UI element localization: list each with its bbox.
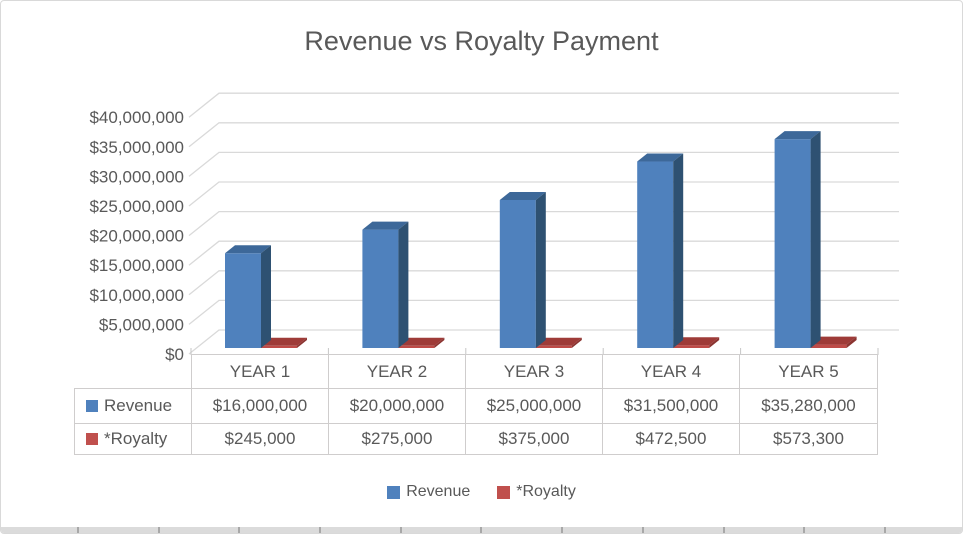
bar-top-face [398,337,445,346]
bar-side-face [673,153,684,348]
y-axis-label: $30,000,000 [89,167,184,186]
chart-data-table: YEAR 1 YEAR 2 YEAR 3 YEAR 4 YEAR 5 Revenue $16… [74,354,878,455]
bar-side-face [434,337,445,348]
bar-side-face [398,221,409,348]
series-key-icon [86,433,98,445]
bar-front-face [225,253,261,348]
y-axis-label: $5,000,000 [99,315,184,334]
gridline [188,122,899,148]
bar-front-face [673,345,710,348]
y-axis-label: $35,000,000 [89,138,184,157]
column-gridline-tick [319,527,321,533]
value-cell-royalty-year-4: $472,500 [602,423,740,455]
value-cell-revenue-year-2: $20,000,000 [328,388,466,424]
value-cell-royalty-year-2: $275,000 [328,423,466,455]
bar-side-face [846,336,857,348]
value-cell-revenue-year-4: $31,500,000 [602,388,740,424]
column-gridline-tick [723,527,725,533]
y-axis-label: $10,000,000 [89,286,184,305]
chart-legend[interactable]: Revenue *Royalty [1,483,962,501]
category-header-5: YEAR 5 [739,354,878,389]
y-axis-label: $20,000,000 [89,227,184,246]
value-cell-revenue-year-3: $25,000,000 [465,388,603,424]
series-name: Revenue [104,396,173,415]
legend-item[interactable]: Revenue [387,483,470,501]
category-header-3: YEAR 3 [465,354,603,389]
bar-top-face [225,245,271,254]
bar-top-face [499,192,546,200]
bar-front-face [810,344,847,348]
bar-front-face [637,161,674,348]
y-axis-label: $15,000,000 [89,256,184,275]
bar-top-face [362,221,409,230]
table-corner-cell [74,354,192,389]
bar-top-face [637,153,684,162]
bar-royalty-4[interactable] [673,337,720,348]
series-label-cell: Revenue [74,388,192,424]
column-gridline-tick [561,527,563,533]
series-name: *Royalty [104,429,168,448]
chart-title[interactable]: Revenue vs Royalty Payment [304,26,659,56]
bar-front-face [398,345,435,348]
bar-revenue-3[interactable] [499,192,546,348]
legend-label: Revenue [406,483,471,500]
y-axis-label: $40,000,000 [89,108,184,127]
table-row: Revenue $16,000,000 $20,000,000 $25,000,000… [74,388,878,424]
bar-revenue-1[interactable] [225,245,271,348]
bar-side-face [571,337,582,348]
legend-item[interactable]: *Royalty [497,483,576,501]
category-header-1: YEAR 1 [191,354,329,389]
column-gridline-tick [77,527,79,533]
bar-royalty-5[interactable] [810,336,857,348]
gridline [188,151,899,177]
bar-top-face [261,337,307,346]
bar-revenue-2[interactable] [362,221,409,348]
column-gridline-tick [803,527,805,533]
table-row: *Royalty $245,000 $275,000 $375,000 $472,500… [74,423,878,455]
bar-side-face [709,337,720,348]
value-cell-royalty-year-3: $375,000 [465,423,603,455]
value-cell-revenue-year-5: $35,280,000 [739,388,878,424]
bar-top-face [774,131,821,140]
category-header-4: YEAR 4 [602,354,740,389]
bar-side-face [535,192,546,348]
bar-revenue-5[interactable] [774,131,821,348]
value-cell-royalty-year-1: $245,000 [191,423,329,455]
column-gridline-tick [400,527,402,533]
column-gridline-tick [158,527,160,533]
series-key-icon [86,400,98,412]
column-gridline-tick [884,527,886,533]
legend-label: *Royalty [516,483,576,500]
gridline [188,92,899,118]
bar-royalty-1[interactable] [261,337,307,348]
plot-area[interactable]: $0$5,000,000$10,000,000$15,000,000$20,00… [1,1,963,461]
bar-top-face [673,337,720,346]
bar-front-face [774,139,811,348]
bar-side-face [261,245,271,348]
data-table: YEAR 1 YEAR 2 YEAR 3 YEAR 4 YEAR 5 Revenue $16… [74,354,878,455]
bar-top-face [535,337,582,346]
worksheet-edge [1,527,962,533]
value-cell-revenue-year-1: $16,000,000 [191,388,329,424]
bar-top-face [810,336,857,345]
bar-revenue-4[interactable] [637,153,684,348]
bar-front-face [362,229,399,348]
bar-royalty-3[interactable] [535,337,582,348]
bar-front-face [261,345,297,348]
column-gridline-tick [642,527,644,533]
value-cell-royalty-year-5: $573,300 [739,423,878,455]
y-axis-label: $25,000,000 [89,197,184,216]
bar-front-face [499,200,536,348]
column-gridline-tick [480,527,482,533]
column-gridline-tick [238,527,240,533]
series-label-cell: *Royalty [74,423,192,455]
legend-key-icon [497,485,511,499]
bar-side-face [297,337,307,348]
bar-side-face [810,131,821,348]
bar-royalty-2[interactable] [398,337,445,348]
legend-key-icon [387,485,401,499]
bar-front-face [535,345,572,348]
category-header-2: YEAR 2 [328,354,466,389]
